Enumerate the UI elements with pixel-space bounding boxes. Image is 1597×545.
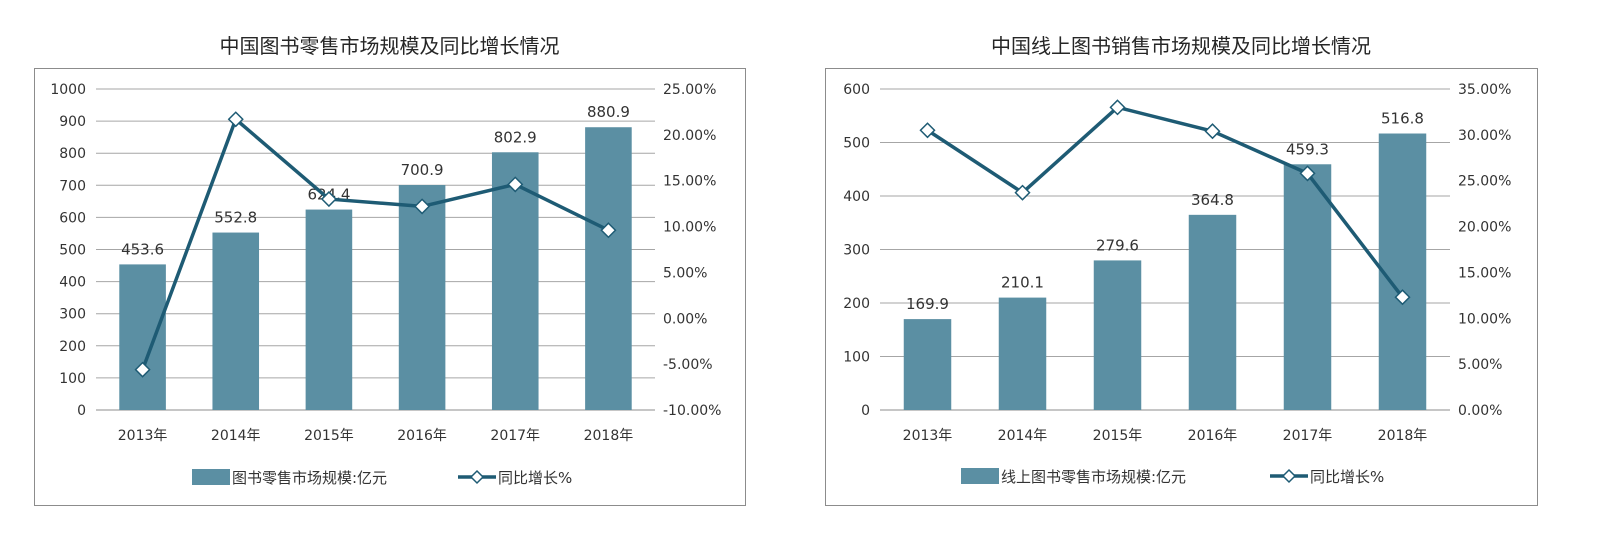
- retail-growth-marker: [320, 190, 337, 208]
- retail-growth-marker: [507, 176, 524, 193]
- retail-y-left-tick: 1000: [50, 82, 86, 98]
- retail-growth-marker: [227, 111, 244, 128]
- online-legend-bar-label: 线上图书零售市场规模:亿元: [1001, 468, 1186, 486]
- retail-bar-data-label: 802.9: [494, 128, 537, 146]
- retail-y-left-tick: 700: [59, 178, 86, 194]
- retail-bar: [491, 152, 539, 410]
- online-chart-frame: [825, 68, 1538, 506]
- online-y-left-tick: 200: [843, 296, 870, 312]
- online-y-right-tick: 0.00%: [1458, 403, 1502, 419]
- chart-title-online: 中国线上图书销售市场规模及同比增长情况: [991, 34, 1371, 58]
- online-x-tick: 2016年: [1188, 428, 1238, 444]
- online-growth-marker: [1394, 289, 1411, 306]
- online-bar-data-label: 279.6: [1096, 236, 1139, 254]
- retail-x-tick: 2015年: [304, 428, 354, 444]
- online-y-left-tick: 600: [843, 82, 870, 98]
- retail-x-tick: 2017年: [490, 428, 540, 444]
- retail-x-tick: 2014年: [211, 428, 261, 444]
- retail-bar: [398, 185, 446, 410]
- online-y-right-tick: 25.00%: [1458, 174, 1511, 190]
- online-bar-data-label: 516.8: [1381, 110, 1424, 128]
- retail-y-right-tick: -5.00%: [663, 357, 713, 373]
- online-bar: [903, 319, 952, 410]
- online-bar: [1188, 214, 1237, 410]
- retail-y-left-tick: 300: [59, 307, 86, 323]
- retail-y-right-tick: 20.00%: [663, 128, 716, 144]
- retail-x-tick: 2016年: [397, 428, 447, 444]
- retail-y-right-tick: 15.00%: [663, 174, 716, 190]
- online-bar-data-label: 364.8: [1191, 191, 1234, 209]
- retail-y-right-tick: 25.00%: [663, 82, 716, 98]
- online-growth-line: [926, 105, 1404, 299]
- online-growth-marker: [1109, 99, 1126, 116]
- online-growth-marker: [1014, 184, 1031, 201]
- online-growth-marker: [1204, 123, 1221, 140]
- online-bar: [1283, 164, 1332, 410]
- retail-y-right-tick: 5.00%: [663, 265, 707, 281]
- online-y-right-tick: 35.00%: [1458, 82, 1511, 98]
- retail-growth-line: [140, 117, 610, 371]
- retail-growth-marker: [414, 198, 431, 215]
- retail-growth-marker: [600, 222, 617, 239]
- online-y-right-tick: 20.00%: [1458, 220, 1511, 236]
- online-y-right-tick: 15.00%: [1458, 265, 1511, 281]
- retail-y-right-tick: -10.00%: [663, 403, 721, 419]
- online-growth-marker: [1299, 165, 1316, 182]
- retail-bar: [305, 209, 353, 410]
- online-y-left-tick: 500: [843, 136, 870, 152]
- retail-bar: [119, 264, 166, 410]
- retail-y-left-tick: 200: [59, 339, 86, 355]
- online-bar: [1378, 133, 1427, 410]
- online-x-tick: 2015年: [1093, 428, 1143, 444]
- retail-y-left-tick: 0: [77, 403, 86, 419]
- retail-x-tick: 2013年: [118, 428, 168, 444]
- online-bar-data-label: 169.9: [906, 295, 949, 313]
- online-growth-marker: [919, 122, 936, 139]
- online-legend-bar-swatch: [961, 468, 999, 484]
- retail-legend-line-marker: [469, 469, 485, 485]
- online-x-tick: 2017年: [1283, 428, 1333, 444]
- retail-bar-data-label: 700.9: [401, 161, 444, 179]
- retail-bar-data-label: 552.8: [214, 209, 257, 227]
- online-x-tick: 2014年: [998, 428, 1048, 444]
- online-y-right-tick: 30.00%: [1458, 128, 1511, 144]
- retail-y-left-tick: 900: [59, 114, 86, 130]
- retail-chart-frame: [34, 68, 746, 506]
- online-bar-data-label: 210.1: [1001, 274, 1044, 292]
- retail-y-left-tick: 800: [59, 146, 86, 162]
- online-x-tick: 2018年: [1378, 428, 1428, 444]
- online-y-right-tick: 10.00%: [1458, 311, 1511, 327]
- retail-legend-bar-label: 图书零售市场规模:亿元: [232, 469, 387, 487]
- online-y-right-tick: 5.00%: [1458, 357, 1502, 373]
- retail-growth-marker: [134, 361, 151, 378]
- retail-bar: [212, 232, 260, 410]
- online-y-left-tick: 300: [843, 243, 870, 259]
- retail-legend-bar-swatch: [192, 469, 230, 485]
- retail-bar-data-label: 880.9: [587, 103, 630, 121]
- online-y-left-tick: 0: [861, 403, 870, 419]
- retail-y-right-tick: 10.00%: [663, 220, 716, 236]
- online-bar: [998, 297, 1047, 410]
- retail-bar-data-label: 453.6: [121, 240, 164, 258]
- online-bar-data-label: 459.3: [1286, 140, 1329, 158]
- online-bar: [1093, 260, 1142, 410]
- retail-y-left-tick: 100: [59, 371, 86, 387]
- retail-y-right-tick: 0.00%: [663, 311, 707, 327]
- retail-y-left-tick: 600: [59, 210, 86, 226]
- online-y-left-tick: 100: [843, 350, 870, 366]
- retail-y-left-tick: 500: [59, 243, 86, 259]
- retail-legend-line-label: 同比增长%: [498, 469, 572, 487]
- retail-x-tick: 2018年: [584, 428, 634, 444]
- online-x-tick: 2013年: [903, 428, 953, 444]
- retail-bar: [585, 127, 632, 410]
- online-legend-line-marker: [1281, 468, 1297, 484]
- retail-y-left-tick: 400: [59, 275, 86, 291]
- chart-title-retail: 中国图书零售市场规模及同比增长情况: [219, 34, 560, 58]
- online-y-left-tick: 400: [843, 189, 870, 205]
- online-legend-line-label: 同比增长%: [1310, 468, 1384, 486]
